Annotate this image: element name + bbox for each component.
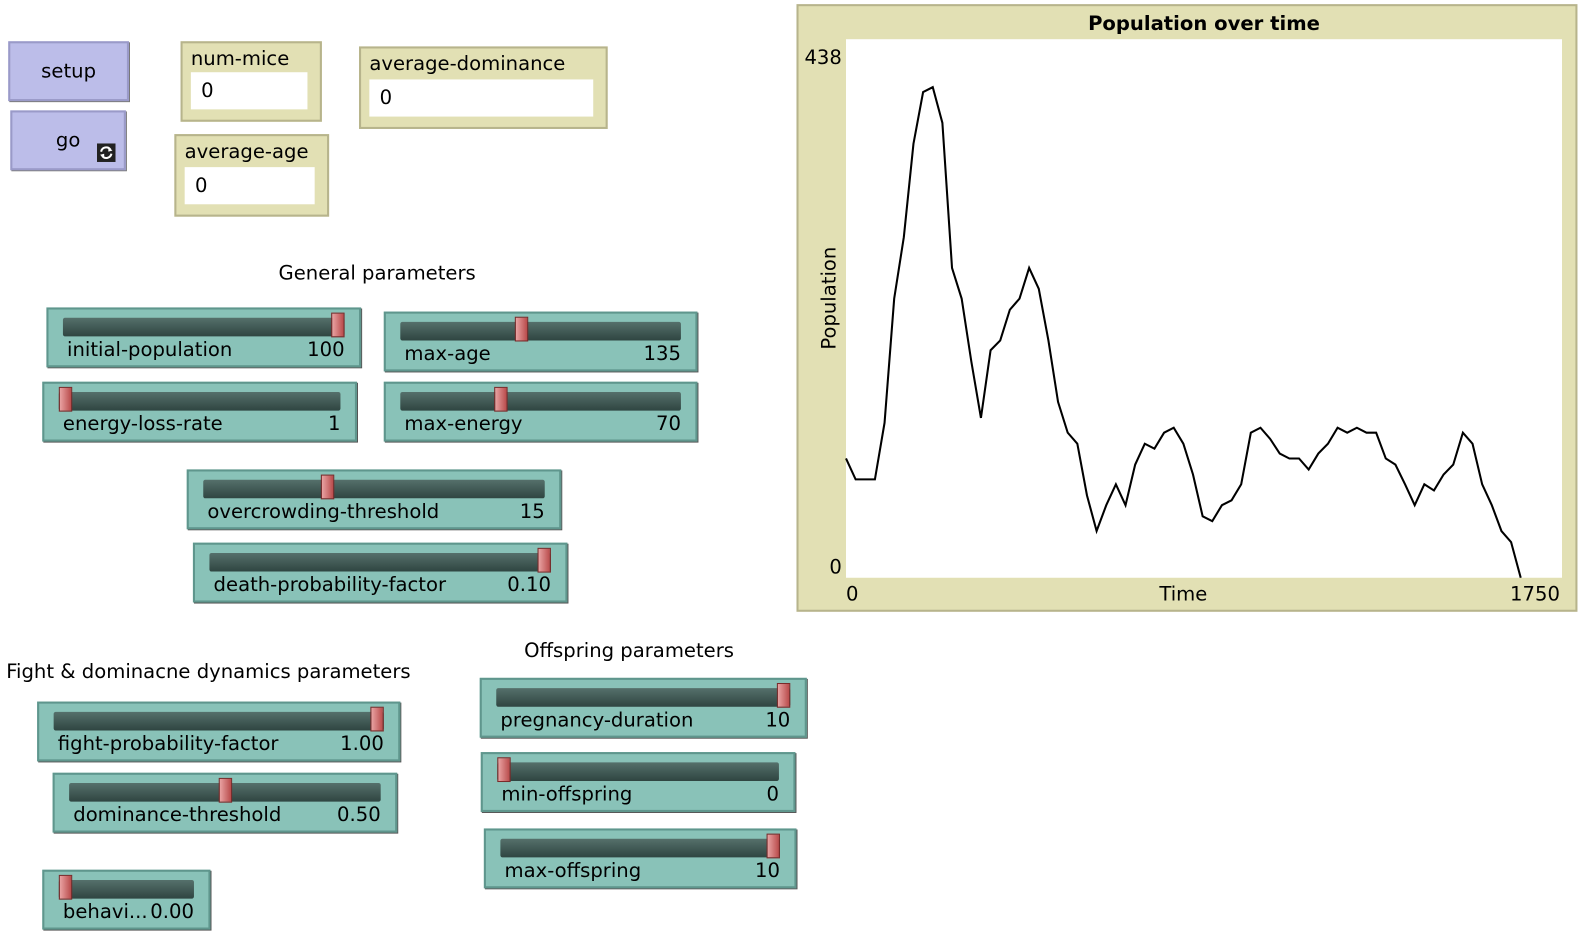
y-tick-label: 0 xyxy=(829,556,841,579)
population-line xyxy=(845,85,1522,579)
slider-value: 0.10 xyxy=(507,573,551,597)
slider-handle[interactable] xyxy=(776,682,791,708)
slider[interactable]: fight-probability-factor 1.00 xyxy=(37,701,401,762)
button[interactable]: setup xyxy=(8,41,129,102)
slider-track xyxy=(497,762,779,781)
slider-label: behavi... xyxy=(62,900,148,924)
slider-track xyxy=(496,688,791,707)
slider-value: 1.00 xyxy=(340,732,384,756)
slider[interactable]: death-probability-factor 0.10 xyxy=(192,542,568,603)
monitor-value: 0 xyxy=(184,167,315,205)
slider-handle[interactable] xyxy=(58,874,73,900)
slider[interactable]: max-age 135 xyxy=(383,311,698,372)
slider-track xyxy=(203,479,545,499)
slider-handle[interactable] xyxy=(766,833,780,859)
x-tick-label: 1750 xyxy=(1510,582,1560,605)
slider-track xyxy=(400,321,681,341)
monitor-label: average-dominance xyxy=(369,52,566,76)
slider-handle[interactable] xyxy=(218,777,232,803)
slider-value: 0 xyxy=(766,783,779,806)
slider[interactable]: dominance-threshold 0.50 xyxy=(52,772,398,833)
slider-handle[interactable] xyxy=(370,706,384,732)
monitor-value: 0 xyxy=(369,79,594,117)
slider-label: initial-population xyxy=(67,338,233,362)
monitor: average-age 0 xyxy=(174,134,330,217)
slider-value: 135 xyxy=(643,342,681,366)
slider-handle[interactable] xyxy=(515,316,529,342)
slider[interactable]: behavi... 0.00 xyxy=(42,869,211,930)
slider-handle[interactable] xyxy=(58,386,73,412)
slider-handle[interactable] xyxy=(331,312,345,338)
section-label: General parameters xyxy=(278,262,476,285)
button-label: setup xyxy=(41,59,97,83)
slider[interactable]: initial-population 100 xyxy=(46,307,362,368)
slider-handle[interactable] xyxy=(321,474,335,500)
slider-label: max-energy xyxy=(404,412,523,436)
slider-track xyxy=(62,317,345,337)
slider-label: pregnancy-duration xyxy=(500,708,694,732)
monitor: average-dominance 0 xyxy=(359,46,608,129)
slider-track xyxy=(209,552,551,572)
slider-handle[interactable] xyxy=(493,386,508,412)
slider[interactable]: max-energy 70 xyxy=(383,381,698,442)
slider-handle[interactable] xyxy=(537,547,551,573)
monitor-label: average-age xyxy=(184,140,309,164)
slider-value: 70 xyxy=(655,412,681,436)
button-label: go xyxy=(55,128,81,152)
slider-label: max-age xyxy=(404,342,491,366)
slider-value: 0.50 xyxy=(337,803,381,827)
slider-label: overcrowding-threshold xyxy=(207,500,440,524)
section-label: Fight & dominacne dynamics parameters xyxy=(6,660,411,683)
slider-value: 100 xyxy=(307,338,345,362)
y-tick-label: 438 xyxy=(804,46,841,69)
slider-label: death-probability-factor xyxy=(213,573,447,597)
monitor: num-mice 0 xyxy=(180,41,322,122)
plot-area xyxy=(845,39,1562,578)
slider-track xyxy=(400,392,681,411)
x-tick-label: 0 xyxy=(846,582,858,605)
slider[interactable]: overcrowding-threshold 15 xyxy=(186,469,562,530)
monitor-label: num-mice xyxy=(190,47,290,71)
slider-handle[interactable] xyxy=(497,757,511,783)
slider-value: 15 xyxy=(519,500,545,524)
y-axis-label: Population xyxy=(818,247,841,350)
slider-track xyxy=(53,711,384,731)
slider-track xyxy=(58,392,341,411)
slider[interactable]: max-offspring 10 xyxy=(483,828,797,889)
slider-label: dominance-threshold xyxy=(73,803,282,827)
slider-value: 10 xyxy=(755,859,780,883)
slider-track xyxy=(500,838,780,858)
plot-title: Population over time xyxy=(1088,12,1320,35)
slider-label: fight-probability-factor xyxy=(57,732,279,756)
slider-label: min-offspring xyxy=(501,783,633,806)
button[interactable]: go xyxy=(10,110,126,171)
slider[interactable]: min-offspring 0 xyxy=(480,752,796,812)
slider-value: 0.00 xyxy=(150,900,194,924)
section-label: Offspring parameters xyxy=(524,639,735,663)
forever-icon xyxy=(96,143,116,162)
slider-label: max-offspring xyxy=(504,859,642,883)
slider-label: energy-loss-rate xyxy=(62,412,223,436)
slider-track xyxy=(58,880,194,899)
monitor-value: 0 xyxy=(190,72,308,110)
x-axis-label: Time xyxy=(1158,582,1207,605)
slider-value: 10 xyxy=(765,708,791,732)
slider[interactable]: energy-loss-rate 1 xyxy=(42,381,357,442)
slider[interactable]: pregnancy-duration 10 xyxy=(479,677,807,738)
slider-value: 1 xyxy=(327,412,341,436)
